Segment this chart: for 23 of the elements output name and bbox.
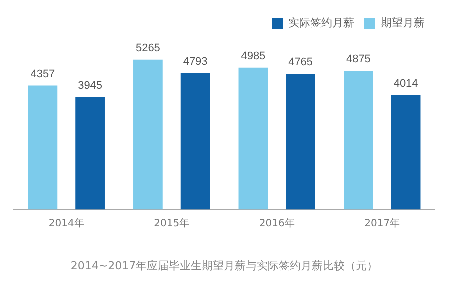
bar xyxy=(28,86,58,210)
data-label: 4014 xyxy=(394,78,418,90)
bar xyxy=(180,73,210,210)
bar xyxy=(134,60,163,210)
data-label: 4765 xyxy=(288,56,314,69)
data-label: 4875 xyxy=(346,54,371,66)
legend-label: 实际签约月薪 xyxy=(288,16,354,30)
x-tick-label: 2015年 xyxy=(154,217,190,230)
data-label: 3945 xyxy=(78,80,103,92)
text: 2014~2017年应届毕业生期望月薪与实际签约月薪比较（元） xyxy=(70,259,378,272)
x-tick-label: 2017年 xyxy=(364,217,400,230)
x-tick-label: 2016年 xyxy=(259,217,295,230)
data-label: 4985 xyxy=(241,50,266,62)
bar xyxy=(391,96,421,210)
x-tick-label: 2014年 xyxy=(48,217,84,230)
bar xyxy=(286,74,316,210)
bar xyxy=(76,98,105,210)
data-label: 5265 xyxy=(136,42,160,54)
bar xyxy=(238,68,268,210)
data-label: 4793 xyxy=(183,56,208,68)
data-label: 4357 xyxy=(30,68,56,80)
bar xyxy=(344,71,374,210)
legend-label: 期望月薪 xyxy=(381,16,425,30)
